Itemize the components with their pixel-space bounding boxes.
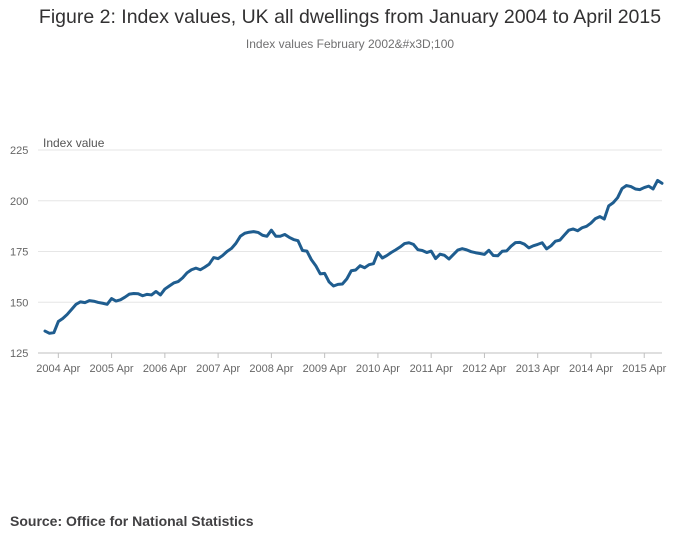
y-axis-ticks: 125 150 175 200 225 <box>10 145 28 360</box>
x-axis: 2004 Apr 2005 Apr 2006 Apr 2007 Apr 2008 Apr… <box>36 353 667 375</box>
x-tick-label: 2009 Apr <box>303 363 347 375</box>
x-tick-label: 2015 Apr <box>622 363 666 375</box>
x-tick-label: 2010 Apr <box>356 363 400 375</box>
x-tick-label: 2006 Apr <box>143 363 187 375</box>
x-tick-label: 2005 Apr <box>90 363 134 375</box>
x-tick-label: 2014 Apr <box>569 363 613 375</box>
x-tick-label: 2007 Apr <box>196 363 240 375</box>
y-tick-label: 200 <box>10 196 28 208</box>
gridlines <box>38 149 662 354</box>
x-tick-label: 2013 Apr <box>516 363 560 375</box>
y-tick-label: 150 <box>10 297 28 309</box>
y-tick-label: 125 <box>10 348 28 360</box>
x-tick-label: 2012 Apr <box>462 363 506 375</box>
chart-subtitle: Index values February 2002&#x3D;100 <box>245 37 455 51</box>
x-tick-label: 2008 Apr <box>249 363 293 375</box>
series-line-uk-all-dwellings <box>43 178 664 335</box>
x-tick-label: 2011 Apr <box>410 363 454 375</box>
source-note: Source: Office for National Statistics <box>10 513 254 529</box>
y-axis-label: Index value <box>43 136 105 150</box>
y-tick-label: 225 <box>10 145 28 157</box>
x-tick-label: 2004 Apr <box>36 363 80 375</box>
y-tick-label: 175 <box>10 247 28 259</box>
series-group <box>43 178 664 335</box>
chart-title: Figure 2: Index values, UK all dwellings… <box>38 6 662 28</box>
